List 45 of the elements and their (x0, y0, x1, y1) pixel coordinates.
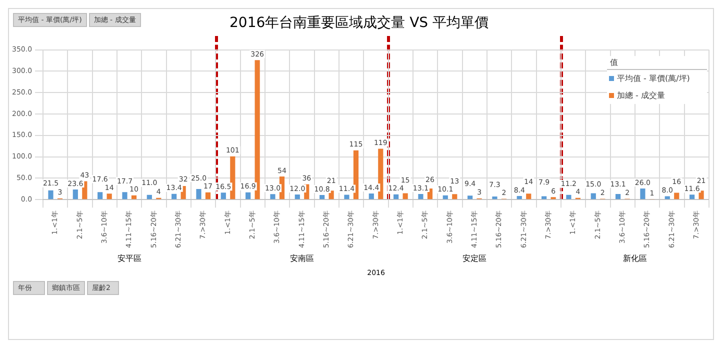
bar (146, 194, 152, 200)
bar (270, 194, 276, 200)
bar (48, 190, 54, 200)
bar (690, 194, 695, 200)
bar (254, 60, 260, 200)
bar (246, 192, 251, 200)
legend-label: 平均值 - 單價(萬/坪) (617, 72, 690, 84)
bar (172, 194, 177, 200)
chart-title: 2016年台南重要區域成交量 VS 平均單價 (230, 15, 488, 32)
bar (72, 190, 78, 200)
bar (378, 148, 384, 200)
bar (442, 195, 448, 200)
bar (452, 194, 458, 200)
bar (394, 194, 399, 200)
bar (526, 194, 532, 200)
bar (402, 193, 408, 200)
bar (122, 192, 128, 200)
bar (320, 195, 325, 200)
bar (230, 156, 236, 200)
text: 安南區 (290, 254, 314, 264)
bar (344, 194, 350, 200)
bar (220, 192, 226, 200)
text: 安定區 (462, 254, 487, 264)
bar (196, 188, 202, 200)
bar (353, 150, 359, 200)
bar (368, 193, 374, 200)
text: 安平區 (117, 254, 142, 264)
bar (616, 194, 621, 200)
bar (566, 194, 572, 200)
bar (106, 194, 112, 200)
legend-title: 值 (607, 56, 707, 70)
bar (674, 192, 680, 200)
bar (418, 194, 424, 200)
bar (640, 188, 646, 200)
bar (294, 194, 300, 200)
bar (205, 192, 211, 200)
bar (131, 195, 137, 200)
bar (468, 196, 473, 200)
bar (98, 192, 103, 200)
bar (664, 196, 670, 200)
bar (590, 193, 596, 200)
text: 新化區 (623, 254, 648, 264)
bar (492, 196, 498, 200)
legend-label: 加總 - 成交量 (617, 90, 665, 101)
bar (516, 196, 522, 200)
